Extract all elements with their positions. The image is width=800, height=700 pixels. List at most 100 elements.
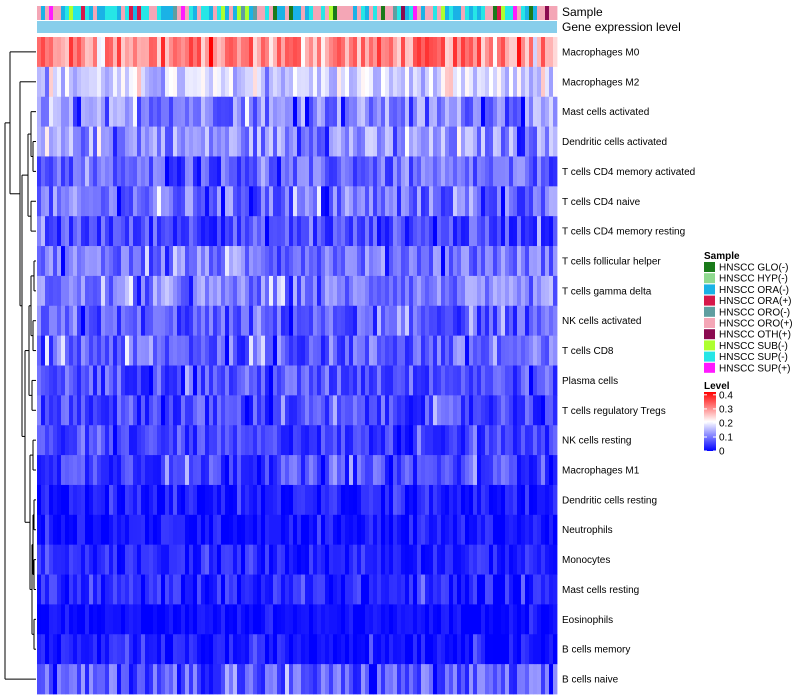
heatmap-cell [105, 37, 110, 68]
heatmap-cell [281, 216, 286, 247]
heatmap-cell [125, 425, 130, 456]
heatmap-cell [393, 216, 398, 247]
heatmap-cell [501, 335, 506, 366]
sample-annotation-cell [125, 6, 130, 20]
heatmap-cell [377, 305, 382, 337]
heatmap-cell [177, 335, 182, 366]
heatmap-cell [209, 425, 214, 456]
heatmap-cell [453, 574, 458, 605]
heatmap-cell [497, 455, 502, 486]
heatmap-cell [381, 634, 386, 665]
heatmap-cell [213, 574, 218, 605]
heatmap-cell [377, 37, 382, 68]
heatmap-cell [153, 544, 158, 575]
heatmap-cell [181, 664, 186, 695]
heatmap-cell [441, 634, 446, 665]
heatmap-cell [53, 604, 58, 635]
heatmap-cell [185, 37, 190, 68]
sample-annotation-cell [309, 6, 314, 20]
heatmap-cell [397, 216, 402, 247]
heatmap-cell [69, 425, 74, 456]
heatmap-cell [221, 544, 226, 575]
heatmap-cell [57, 216, 62, 247]
heatmap-cell [133, 66, 138, 98]
heatmap-cell [77, 186, 82, 217]
heatmap-cell [409, 246, 414, 277]
heatmap-cell [417, 246, 422, 277]
heatmap-cell [293, 484, 298, 516]
heatmap-cell [69, 544, 74, 575]
heatmap-cell [501, 544, 506, 575]
heatmap-cell [409, 395, 414, 426]
heatmap-cell [249, 335, 254, 366]
heatmap-cell [373, 156, 378, 187]
sample-annotation-cell [57, 6, 62, 20]
heatmap-cell [433, 664, 438, 695]
heatmap-cell [425, 574, 430, 605]
heatmap-cell [361, 37, 366, 68]
heatmap-cell [189, 634, 194, 665]
heatmap-cell [461, 305, 466, 337]
heatmap-cell [137, 66, 142, 98]
heatmap-cell [477, 246, 482, 277]
heatmap-cell [97, 425, 102, 456]
heatmap-cell [481, 275, 486, 307]
heatmap-cell [113, 275, 118, 307]
heatmap-cell [429, 574, 434, 605]
heatmap-cell [537, 186, 542, 217]
heatmap-cell [221, 186, 226, 217]
heatmap-cell [237, 156, 242, 187]
heatmap-cell [141, 126, 146, 157]
heatmap-cell [189, 275, 194, 307]
heatmap-cell [377, 156, 382, 187]
heatmap-cell [369, 156, 374, 187]
heatmap-cell [137, 96, 142, 127]
heatmap-cell [465, 216, 470, 247]
heatmap-cell [389, 96, 394, 127]
heatmap-cell [181, 275, 186, 307]
heatmap-cell [209, 514, 214, 546]
heatmap-cell [93, 395, 98, 426]
heatmap-cell [549, 37, 554, 68]
heatmap-cell [445, 484, 450, 516]
heatmap-cell [529, 335, 534, 366]
heatmap-cell [525, 66, 530, 98]
heatmap-cell [145, 216, 150, 247]
heatmap-cell [333, 574, 338, 605]
heatmap-cell [521, 66, 526, 98]
heatmap-cell [109, 335, 114, 366]
heatmap-cell [409, 544, 414, 575]
heatmap-cell [85, 664, 90, 695]
heatmap-cell [145, 305, 150, 337]
sample-annotation-cell [317, 6, 322, 20]
heatmap-cell [89, 37, 94, 68]
heatmap-cell [97, 634, 102, 665]
heatmap-cell [153, 156, 158, 187]
heatmap-cell [149, 664, 154, 695]
heatmap-cell [269, 365, 274, 396]
heatmap-cell [253, 126, 258, 157]
heatmap-cell [401, 365, 406, 396]
heatmap-cell [217, 96, 222, 127]
heatmap-cell [337, 395, 342, 426]
heatmap-cell [309, 574, 314, 605]
sample-annotation-cell [469, 6, 474, 20]
heatmap-cell [109, 574, 114, 605]
heatmap-cell [81, 216, 86, 247]
heatmap-cell [185, 484, 190, 516]
heatmap-cell [85, 37, 90, 68]
heatmap-cell [41, 484, 46, 516]
heatmap-cell [349, 455, 354, 486]
heatmap-cell [481, 395, 486, 426]
heatmap-cell [281, 604, 286, 635]
heatmap-cell [149, 275, 154, 307]
heatmap-cell [241, 335, 246, 366]
row-label: B cells naive [562, 675, 619, 686]
row-label: NK cells resting [562, 436, 631, 447]
sample-annotation-cell [217, 6, 222, 20]
heatmap-cell [329, 484, 334, 516]
heatmap-cell [225, 246, 230, 277]
heatmap-cell [445, 96, 450, 127]
heatmap-cell [69, 574, 74, 605]
heatmap-cell [289, 664, 294, 695]
